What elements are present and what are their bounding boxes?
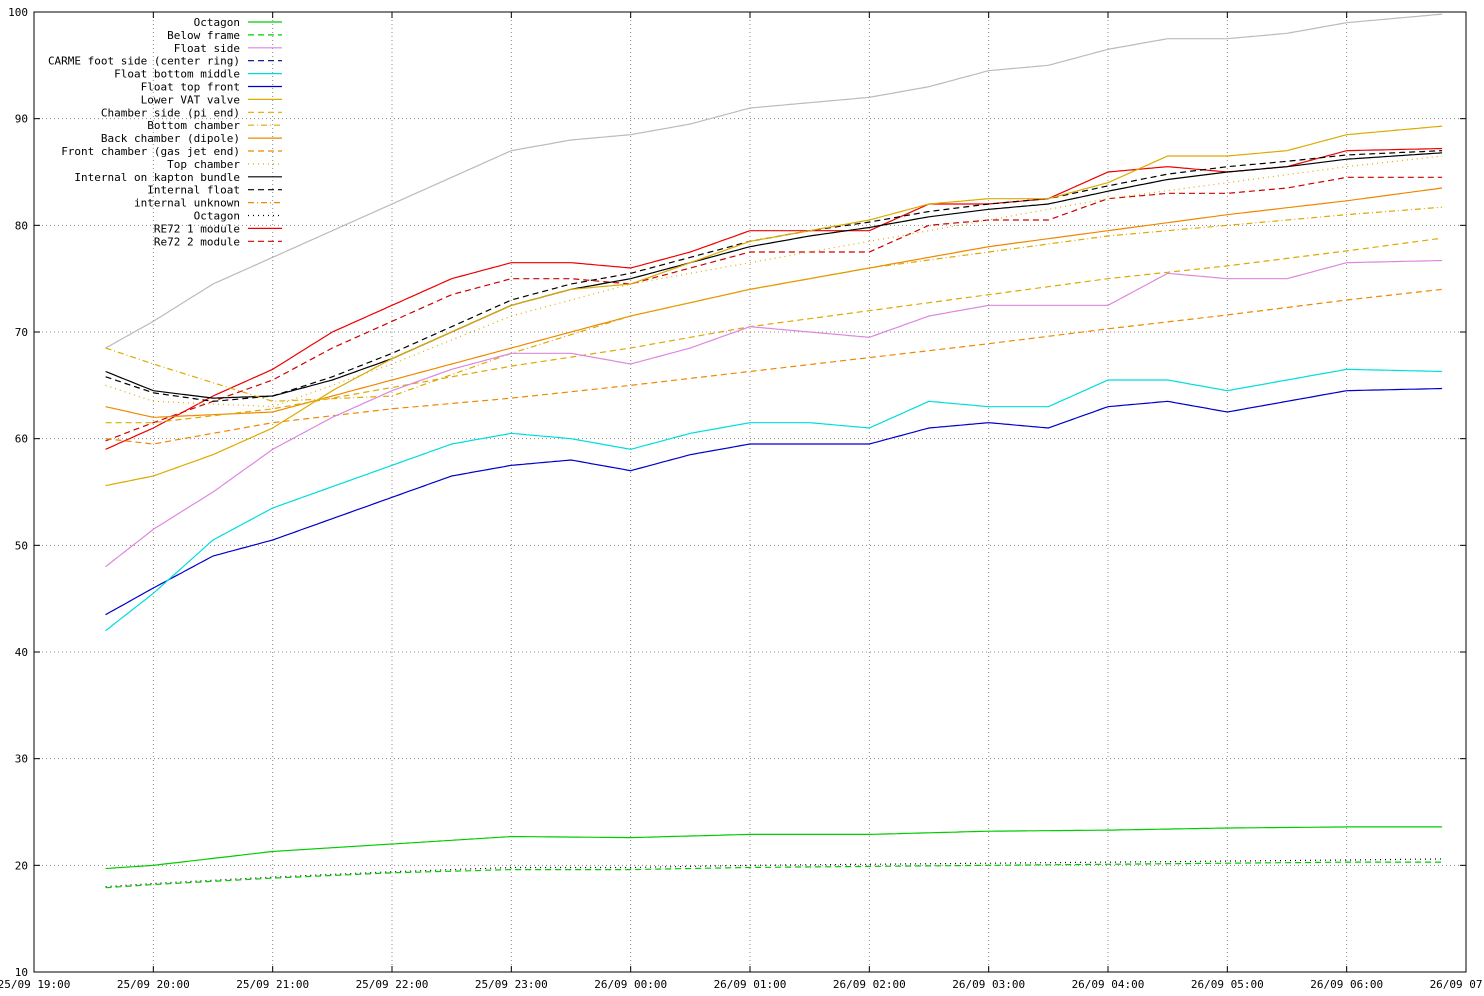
series-line xyxy=(105,176,1443,442)
legend-label: Float top front xyxy=(141,81,240,94)
y-tick-label: 60 xyxy=(15,433,28,446)
x-tick-label: 25/09 20:00 xyxy=(117,978,190,991)
x-tick-label: 25/09 21:00 xyxy=(236,978,309,991)
legend-label: CARME foot side (center ring) xyxy=(48,55,240,68)
series-line xyxy=(105,288,1443,445)
legend-label: Below frame xyxy=(167,29,240,42)
series-line xyxy=(105,150,1443,402)
legend-label: Internal on kapton bundle xyxy=(74,171,240,184)
series-line xyxy=(105,152,1443,399)
y-tick-label: 70 xyxy=(15,326,28,339)
legend-label: Chamber side (pi end) xyxy=(101,106,240,119)
x-tick-label: 26/09 02:00 xyxy=(833,978,906,991)
series-line xyxy=(105,259,1443,568)
series-line xyxy=(105,125,1443,487)
series-line xyxy=(105,368,1443,632)
x-tick-label: 25/09 23:00 xyxy=(475,978,548,991)
series-line xyxy=(105,206,1443,402)
series-line xyxy=(105,13,1443,349)
y-tick-label: 80 xyxy=(15,219,28,232)
x-tick-label: 26/09 04:00 xyxy=(1072,978,1145,991)
x-tick-label: 26/09 05:00 xyxy=(1191,978,1264,991)
legend-label: Float side xyxy=(174,42,240,55)
legend-label: Re72 2 module xyxy=(154,235,240,248)
x-tick-label: 25/09 19:00 xyxy=(0,978,70,991)
legend-label: Float bottom middle xyxy=(114,68,240,81)
legend-label: Lower VAT valve xyxy=(141,93,240,106)
x-tick-label: 26/09 06:00 xyxy=(1310,978,1383,991)
y-tick-label: 20 xyxy=(15,859,28,872)
legend-label: Octagon xyxy=(194,16,240,29)
legend-label: Back chamber (dipole) xyxy=(101,132,240,145)
x-tick-label: 26/09 03:00 xyxy=(952,978,1025,991)
x-tick-label: 26/09 00:00 xyxy=(594,978,667,991)
legend-label: Octagon xyxy=(194,210,240,223)
series-line xyxy=(105,826,1443,870)
legend-label: Front chamber (gas jet end) xyxy=(61,145,240,158)
legend-label: RE72 1 module xyxy=(154,222,240,235)
series-line xyxy=(105,387,1443,616)
series-line xyxy=(105,187,1443,418)
series-line xyxy=(105,858,1443,888)
y-tick-label: 90 xyxy=(15,113,28,126)
series-line xyxy=(105,861,1443,889)
x-axis: 25/09 19:00 25/09 20:00 25/09 21:00 25/09 2… xyxy=(0,12,1484,991)
legend-label: internal unknown xyxy=(134,197,240,210)
y-tick-label: 10 xyxy=(15,966,28,979)
y-tick-label: 50 xyxy=(15,539,28,552)
legend-label: Top chamber xyxy=(167,158,240,171)
grid xyxy=(34,12,1466,972)
x-tick-label: 26/09 07:00 xyxy=(1430,978,1484,991)
series-line xyxy=(105,147,1443,450)
legend-label: Bottom chamber xyxy=(147,119,240,132)
y-axis: 10 20 30 40 50 60 70 80 90 100 xyxy=(8,6,1466,979)
series-line xyxy=(105,237,1443,424)
series-layer xyxy=(105,13,1443,889)
x-tick-label: 25/09 22:00 xyxy=(356,978,429,991)
y-tick-label: 30 xyxy=(15,753,28,766)
legend-label: Internal float xyxy=(147,184,240,197)
y-tick-label: 40 xyxy=(15,646,28,659)
y-tick-label: 100 xyxy=(8,6,28,19)
x-tick-label: 26/09 01:00 xyxy=(714,978,787,991)
